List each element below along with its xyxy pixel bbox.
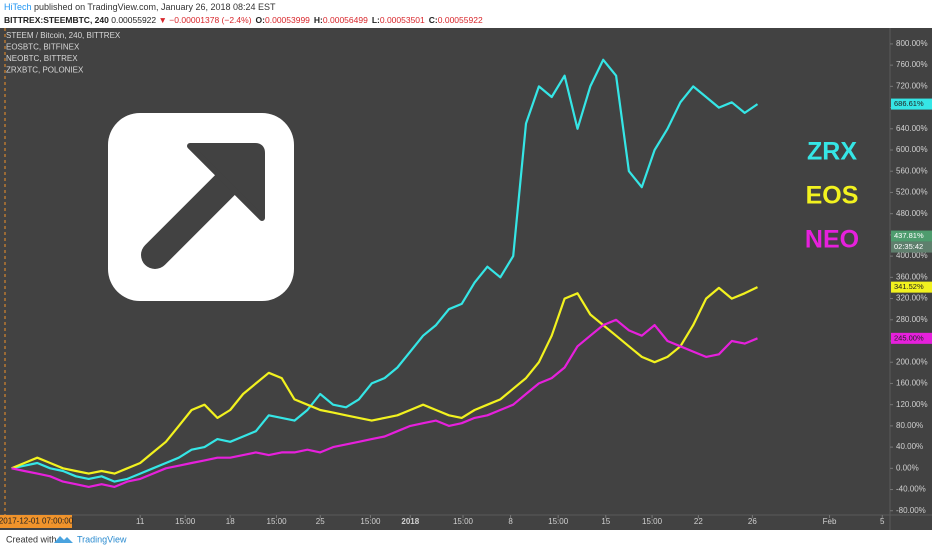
y-tick-label: 640.00% (896, 124, 928, 133)
y-tick-label: 400.00% (896, 251, 928, 260)
x-tick-label: 15:00 (175, 517, 196, 526)
legend-entry: ZRXBTC, POLONIEX (6, 66, 84, 75)
y-tick-label: 800.00% (896, 39, 928, 48)
price: 0.00055922 (111, 15, 156, 25)
main-value-badge: 437.81% (894, 231, 924, 240)
y-tick-label: 360.00% (896, 272, 928, 281)
x-tick-label: Feb (823, 517, 837, 526)
icon (108, 113, 294, 301)
y-tick-label: 560.00% (896, 166, 928, 175)
y-tick-label: 80.00% (896, 421, 923, 430)
x-tick-label: 25 (316, 517, 325, 526)
x-tick-label: 22 (694, 517, 703, 526)
ohlc-label: H: (314, 15, 323, 25)
y-tick-label: -40.00% (896, 485, 926, 494)
x-tick-label: 18 (226, 517, 235, 526)
annotation: NEO (805, 226, 859, 254)
x-tick-label: 11 (136, 517, 145, 526)
y-tick-label: 200.00% (896, 357, 928, 366)
y-tick-label: 120.00% (896, 400, 928, 409)
legend-entry: NEOBTC, BITTREX (6, 54, 78, 63)
y-tick-label: 760.00% (896, 60, 928, 69)
x-tick-label: 15:00 (642, 517, 663, 526)
legend-entry: STEEM / Bitcoin, 240, BITTREX (6, 31, 121, 40)
last-value-badge-bg (891, 332, 932, 344)
header-line: HiTech published on TradingView.com, Jan… (4, 2, 276, 12)
footer-brand: TradingView (77, 534, 127, 544)
last-value-badge-bg (891, 281, 932, 293)
last-value-badge: 686.61% (894, 99, 924, 108)
header-bg (0, 0, 932, 28)
countdown-bg (891, 241, 932, 253)
author: HiTech (4, 2, 32, 12)
ohlc-value: 0.00056499 (323, 15, 368, 25)
series-line (11, 318, 758, 488)
x-tick-label: 15:00 (267, 517, 288, 526)
y-tick-label: 0.00% (896, 463, 919, 472)
footer-bg (0, 530, 932, 550)
ohlc-label: C: (429, 15, 438, 25)
main-value-badge-bg (891, 230, 932, 242)
change: ▼ −0.00001378 (−2.4%) (159, 15, 252, 25)
last-value-badge: 245.00% (894, 333, 924, 342)
x-tick-label: 15:00 (360, 517, 381, 526)
ohlc-value: 0.00053999 (265, 15, 310, 25)
symbol-row: BITTREX:STEEMBTC, 240 0.00055922 ▼ −0.00… (4, 15, 483, 25)
y-tick-label: 720.00% (896, 81, 928, 90)
icon-arrow-shaft (141, 168, 242, 269)
published: published on TradingView.com, January 26… (34, 2, 276, 12)
y-tick-label: 160.00% (896, 379, 928, 388)
ohlc-label: L: (372, 15, 380, 25)
crosshair-label-bg (0, 515, 72, 528)
legend-entry: EOSBTC, BITFINEX (6, 43, 80, 52)
x-tick-label: 15 (601, 517, 610, 526)
y-tick-label: 40.00% (896, 442, 923, 451)
last-value-badge: 341.52% (894, 282, 924, 291)
x-tick-label: 15:00 (453, 517, 474, 526)
ohlc-label: O: (256, 15, 266, 25)
icon-arrow-head (187, 143, 265, 221)
annotation: EOS (806, 182, 859, 210)
y-tick-label: -80.00% (896, 506, 926, 515)
footer-logo (54, 536, 73, 543)
countdown: 02:35:42 (894, 242, 923, 251)
last-value-badge-bg (891, 98, 932, 110)
y-tick-label: 320.00% (896, 294, 928, 303)
y-tick-label: 280.00% (896, 315, 928, 324)
x-tick-label: 5 (880, 517, 885, 526)
x-tick-label: 2018 (401, 517, 419, 526)
annotation: ZRX (807, 138, 857, 166)
y-tick-label: 480.00% (896, 209, 928, 218)
series-line (11, 286, 758, 475)
x-tick-label: 8 (508, 517, 513, 526)
x-tick-label: 26 (748, 517, 757, 526)
symbol: BITTREX:STEEMBTC, 240 (4, 15, 109, 25)
y-tick-label: 600.00% (896, 145, 928, 154)
ohlc-value: 0.00053501 (380, 15, 425, 25)
ohlc-value: 0.00055922 (438, 15, 483, 25)
crosshair-label: 2017-12-01 07:00:00 (0, 517, 74, 526)
y-tick-label: 520.00% (896, 188, 928, 197)
footer-created: Created with (6, 534, 57, 544)
series-line (11, 58, 759, 483)
x-tick-label: 15:00 (548, 517, 569, 526)
